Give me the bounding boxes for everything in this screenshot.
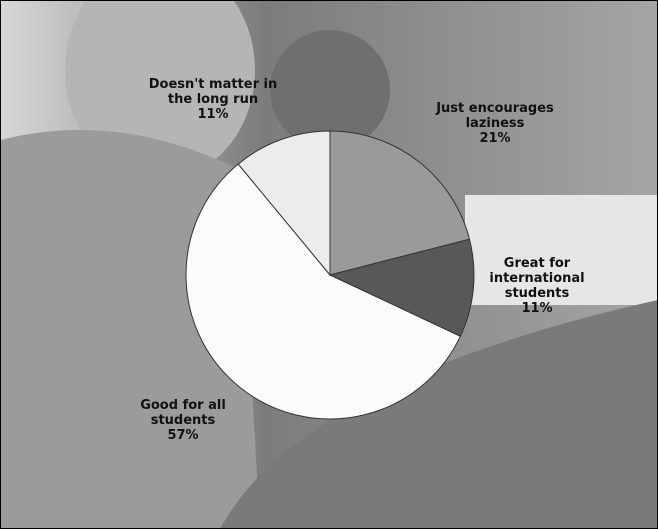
background-figure: [220, 300, 658, 529]
background-shelf: [465, 195, 658, 305]
value-label: 57%: [167, 428, 199, 443]
value-label: 11%: [521, 301, 553, 316]
category-label: Great for international students: [489, 256, 585, 301]
pie-slice: [237, 130, 331, 277]
category-label: Just encourages laziness: [436, 101, 554, 131]
background-figure: [270, 30, 390, 150]
category-label: Doesn't matter in the long run: [148, 77, 278, 107]
category-label: Good for all students: [140, 398, 226, 428]
pie: [185, 130, 475, 420]
pie-slice: [185, 163, 461, 420]
value-label: 11%: [197, 107, 229, 122]
pie-slice: [328, 238, 475, 337]
pie-slice: [329, 130, 471, 276]
value-label: 21%: [479, 131, 511, 146]
slice-label: Good for all students 57%: [128, 398, 238, 443]
slice-label: Great for international students 11%: [477, 256, 597, 316]
slice-label: Just encourages laziness 21%: [420, 101, 570, 146]
slice-label: Doesn't matter in the long run 11%: [143, 77, 283, 122]
